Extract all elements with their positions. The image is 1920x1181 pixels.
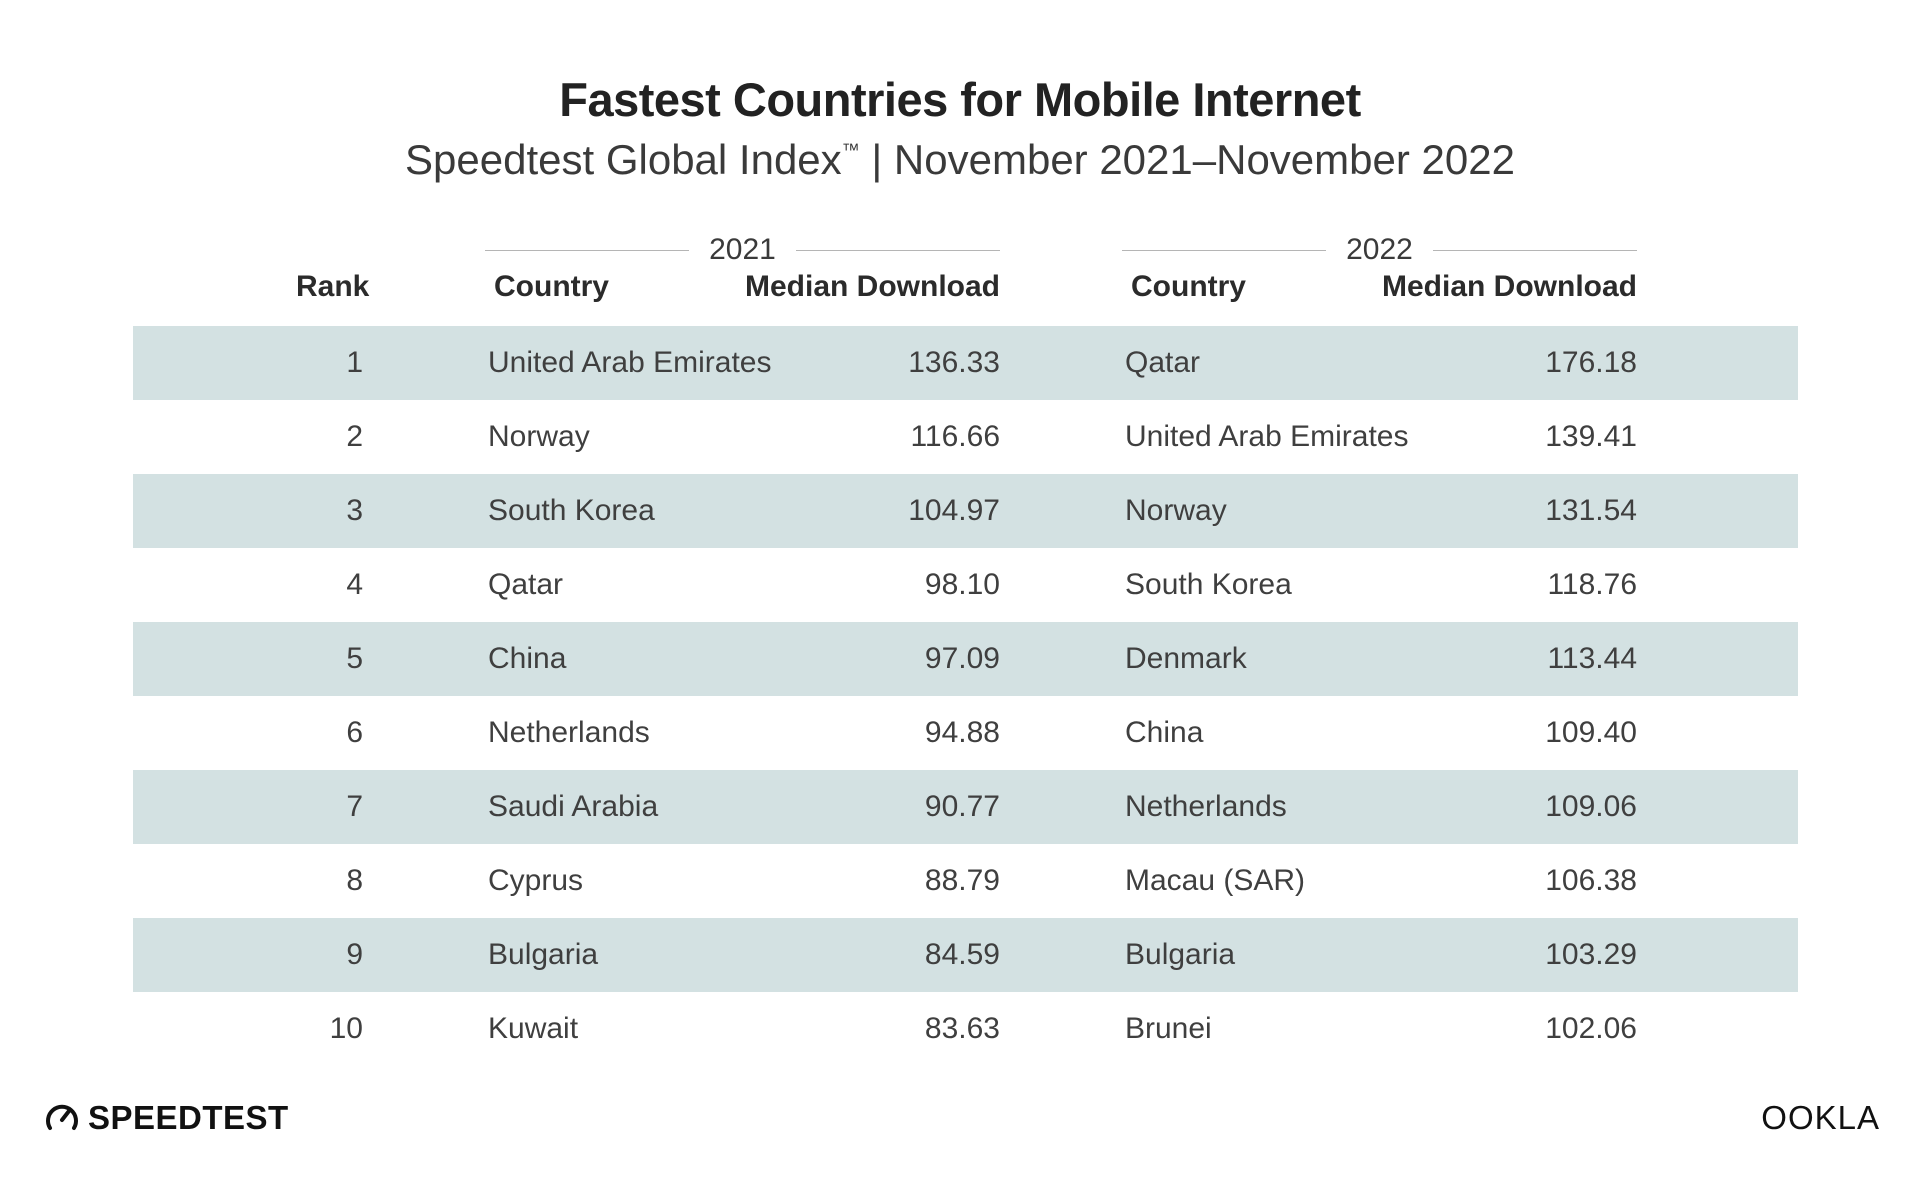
- rank-cell: 2: [346, 420, 363, 453]
- speedtest-wordmark: SPEEDTEST: [88, 1099, 289, 1136]
- download-2022-cell: 131.54: [1545, 494, 1637, 527]
- country-2021-cell: United Arab Emirates: [488, 346, 772, 379]
- download-2022-cell: 109.06: [1545, 790, 1637, 823]
- country-2021-cell: South Korea: [488, 494, 655, 527]
- rank-cell: 6: [346, 716, 363, 749]
- download-2021-cell: 88.79: [924, 864, 1000, 897]
- download-2022-cell: 103.29: [1545, 938, 1637, 971]
- divider-line: [795, 249, 1000, 251]
- row-band: [133, 326, 1798, 400]
- download-2021-cell: 90.77: [924, 790, 1000, 823]
- year-group-2021: 2021: [485, 230, 1000, 270]
- country-2022-cell: Bulgaria: [1125, 938, 1236, 971]
- rank-cell: 5: [346, 642, 363, 675]
- year-label-2021: 2021: [709, 233, 776, 266]
- country-2022-cell: Brunei: [1125, 1012, 1212, 1045]
- country-2022-cell: South Korea: [1125, 568, 1292, 601]
- country-2022-cell: Denmark: [1125, 642, 1247, 675]
- download-2022-cell: 139.41: [1545, 420, 1637, 453]
- divider-line: [1122, 249, 1327, 251]
- country-2022-cell: Macau (SAR): [1125, 864, 1306, 897]
- row-band: [133, 622, 1798, 696]
- country-2021-cell: Saudi Arabia: [488, 790, 659, 823]
- download-2021-cell: 104.97: [908, 494, 1000, 527]
- country-2021-cell: Cyprus: [488, 864, 584, 897]
- chart-title: Fastest Countries for Mobile Internet: [559, 73, 1361, 126]
- download-2021-cell: 83.63: [924, 1012, 1000, 1045]
- country-2021-cell: Qatar: [488, 568, 564, 601]
- rank-cell: 8: [346, 864, 363, 897]
- rank-cell: 3: [346, 494, 363, 527]
- country-2022-cell: Netherlands: [1125, 790, 1287, 823]
- download-2022-cell: 109.40: [1545, 716, 1637, 749]
- divider-line: [485, 249, 690, 251]
- header-median-download-2021: Median Download: [745, 270, 1000, 303]
- country-2021-cell: Kuwait: [488, 1012, 579, 1045]
- ookla-logo: OOKLA: [1761, 1099, 1880, 1136]
- rank-cell: 1: [346, 346, 363, 379]
- speedometer-icon: [46, 1104, 78, 1130]
- download-2021-cell: 116.66: [910, 420, 1000, 453]
- download-2022-cell: 176.18: [1545, 346, 1637, 379]
- country-2021-cell: Netherlands: [488, 716, 650, 749]
- row-band: [133, 770, 1798, 844]
- country-2022-cell: Norway: [1125, 494, 1227, 527]
- header-country-2021: Country: [494, 270, 609, 303]
- download-2021-cell: 84.59: [924, 938, 1000, 971]
- download-2021-cell: 136.33: [908, 346, 1000, 379]
- year-label-2022: 2022: [1346, 233, 1413, 266]
- country-2022-cell: United Arab Emirates: [1125, 420, 1409, 453]
- row-band: [133, 474, 1798, 548]
- download-2021-cell: 94.88: [924, 716, 1000, 749]
- country-2021-cell: Norway: [488, 420, 590, 453]
- header-median-download-2022: Median Download: [1382, 270, 1637, 303]
- header-rank: Rank: [296, 270, 370, 303]
- rank-cell: 7: [346, 790, 363, 823]
- speedtest-logo: SPEEDTEST: [44, 1098, 289, 1138]
- trademark-mark: ™: [841, 140, 860, 160]
- download-2022-cell: 118.76: [1547, 568, 1637, 601]
- rank-cell: 10: [329, 1012, 363, 1045]
- header-country-2022: Country: [1131, 270, 1246, 303]
- subtitle-date-range: | November 2021–November 2022: [859, 136, 1515, 183]
- country-2021-cell: Bulgaria: [488, 938, 599, 971]
- country-2021-cell: China: [488, 642, 567, 675]
- download-2021-cell: 97.09: [924, 642, 1000, 675]
- download-2022-cell: 102.06: [1545, 1012, 1637, 1045]
- divider-line: [1432, 249, 1637, 251]
- download-2021-cell: 98.10: [924, 568, 1000, 601]
- country-2022-cell: Qatar: [1125, 346, 1201, 379]
- rank-cell: 4: [346, 568, 363, 601]
- row-band: [133, 918, 1798, 992]
- download-2022-cell: 113.44: [1547, 642, 1637, 675]
- year-group-2022: 2022: [1122, 230, 1637, 270]
- download-2022-cell: 106.38: [1545, 864, 1637, 897]
- chart-subtitle: Speedtest Global Index™ | November 2021–…: [0, 136, 1920, 184]
- subtitle-main: Speedtest Global Index: [405, 136, 842, 183]
- rank-cell: 9: [346, 938, 363, 971]
- country-2022-cell: China: [1125, 716, 1204, 749]
